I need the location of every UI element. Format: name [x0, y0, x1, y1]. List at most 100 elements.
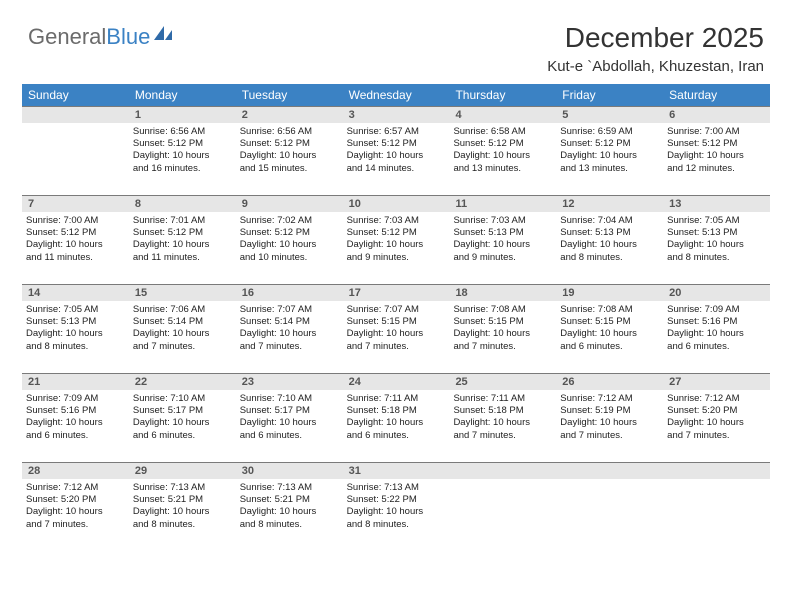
- daylight-text-1: Daylight: 10 hours: [26, 239, 125, 251]
- daylight-text-2: and 8 minutes.: [26, 341, 125, 353]
- daylight-text-2: and 8 minutes.: [240, 519, 339, 531]
- sunset-text: Sunset: 5:17 PM: [133, 405, 232, 417]
- sunset-text: Sunset: 5:16 PM: [667, 316, 766, 328]
- day-cell: Sunrise: 7:12 AMSunset: 5:20 PMDaylight:…: [663, 390, 770, 462]
- day-cell: Sunrise: 7:07 AMSunset: 5:14 PMDaylight:…: [236, 301, 343, 373]
- daylight-text-2: and 12 minutes.: [667, 163, 766, 175]
- sunset-text: Sunset: 5:13 PM: [667, 227, 766, 239]
- day-number: 2: [236, 107, 343, 123]
- day-number: [663, 463, 770, 479]
- weekday-sunday: Sunday: [22, 84, 129, 106]
- day-number: 22: [129, 374, 236, 390]
- daylight-text-2: and 7 minutes.: [667, 430, 766, 442]
- daylight-text-2: and 6 minutes.: [667, 341, 766, 353]
- sunrise-text: Sunrise: 7:07 AM: [240, 304, 339, 316]
- sunrise-text: Sunrise: 7:07 AM: [347, 304, 446, 316]
- sunrise-text: Sunrise: 7:03 AM: [453, 215, 552, 227]
- sunset-text: Sunset: 5:20 PM: [667, 405, 766, 417]
- day-cell: Sunrise: 6:56 AMSunset: 5:12 PMDaylight:…: [236, 123, 343, 195]
- day-number: [449, 463, 556, 479]
- sunrise-text: Sunrise: 7:11 AM: [347, 393, 446, 405]
- sunrise-text: Sunrise: 7:06 AM: [133, 304, 232, 316]
- daylight-text-2: and 7 minutes.: [26, 519, 125, 531]
- daylight-text-2: and 7 minutes.: [453, 341, 552, 353]
- daylight-text-1: Daylight: 10 hours: [560, 328, 659, 340]
- day-cell: Sunrise: 7:03 AMSunset: 5:12 PMDaylight:…: [343, 212, 450, 284]
- sunset-text: Sunset: 5:17 PM: [240, 405, 339, 417]
- day-cell: Sunrise: 6:56 AMSunset: 5:12 PMDaylight:…: [129, 123, 236, 195]
- day-number: 25: [449, 374, 556, 390]
- day-number-row: 123456: [22, 106, 770, 123]
- day-cell: Sunrise: 7:13 AMSunset: 5:21 PMDaylight:…: [129, 479, 236, 551]
- daylight-text-1: Daylight: 10 hours: [240, 506, 339, 518]
- daylight-text-2: and 6 minutes.: [560, 341, 659, 353]
- sunrise-text: Sunrise: 7:12 AM: [560, 393, 659, 405]
- sunset-text: Sunset: 5:18 PM: [347, 405, 446, 417]
- daylight-text-1: Daylight: 10 hours: [133, 417, 232, 429]
- daylight-text-2: and 7 minutes.: [347, 341, 446, 353]
- daylight-text-1: Daylight: 10 hours: [667, 328, 766, 340]
- daylight-text-2: and 13 minutes.: [453, 163, 552, 175]
- sunset-text: Sunset: 5:12 PM: [667, 138, 766, 150]
- sunset-text: Sunset: 5:12 PM: [347, 138, 446, 150]
- day-cell: Sunrise: 7:05 AMSunset: 5:13 PMDaylight:…: [22, 301, 129, 373]
- day-number: 8: [129, 196, 236, 212]
- daylight-text-2: and 6 minutes.: [240, 430, 339, 442]
- sunrise-text: Sunrise: 7:05 AM: [667, 215, 766, 227]
- daylight-text-1: Daylight: 10 hours: [453, 417, 552, 429]
- day-cell: Sunrise: 7:12 AMSunset: 5:20 PMDaylight:…: [22, 479, 129, 551]
- daylight-text-1: Daylight: 10 hours: [560, 417, 659, 429]
- day-number: 5: [556, 107, 663, 123]
- day-cell: Sunrise: 7:08 AMSunset: 5:15 PMDaylight:…: [449, 301, 556, 373]
- day-cell: Sunrise: 7:12 AMSunset: 5:19 PMDaylight:…: [556, 390, 663, 462]
- week-row: Sunrise: 6:56 AMSunset: 5:12 PMDaylight:…: [22, 123, 770, 195]
- day-number: 30: [236, 463, 343, 479]
- day-cell: Sunrise: 7:05 AMSunset: 5:13 PMDaylight:…: [663, 212, 770, 284]
- daylight-text-1: Daylight: 10 hours: [347, 239, 446, 251]
- sunrise-text: Sunrise: 7:09 AM: [26, 393, 125, 405]
- daylight-text-1: Daylight: 10 hours: [453, 239, 552, 251]
- sunrise-text: Sunrise: 7:13 AM: [133, 482, 232, 494]
- daylight-text-2: and 7 minutes.: [240, 341, 339, 353]
- sunrise-text: Sunrise: 6:56 AM: [240, 126, 339, 138]
- sunrise-text: Sunrise: 6:58 AM: [453, 126, 552, 138]
- daylight-text-2: and 7 minutes.: [133, 341, 232, 353]
- day-number: 26: [556, 374, 663, 390]
- day-cell: Sunrise: 6:58 AMSunset: 5:12 PMDaylight:…: [449, 123, 556, 195]
- sunset-text: Sunset: 5:12 PM: [133, 227, 232, 239]
- day-number: 11: [449, 196, 556, 212]
- daylight-text-2: and 11 minutes.: [133, 252, 232, 264]
- week-row: Sunrise: 7:09 AMSunset: 5:16 PMDaylight:…: [22, 390, 770, 462]
- day-number: 20: [663, 285, 770, 301]
- day-number: 4: [449, 107, 556, 123]
- sunset-text: Sunset: 5:19 PM: [560, 405, 659, 417]
- day-cell: Sunrise: 7:04 AMSunset: 5:13 PMDaylight:…: [556, 212, 663, 284]
- day-number: 13: [663, 196, 770, 212]
- day-cell: Sunrise: 7:10 AMSunset: 5:17 PMDaylight:…: [129, 390, 236, 462]
- daylight-text-2: and 14 minutes.: [347, 163, 446, 175]
- daylight-text-2: and 16 minutes.: [133, 163, 232, 175]
- day-cell: Sunrise: 7:07 AMSunset: 5:15 PMDaylight:…: [343, 301, 450, 373]
- day-cell: Sunrise: 7:13 AMSunset: 5:21 PMDaylight:…: [236, 479, 343, 551]
- day-number: 3: [343, 107, 450, 123]
- sunrise-text: Sunrise: 7:09 AM: [667, 304, 766, 316]
- daylight-text-1: Daylight: 10 hours: [240, 150, 339, 162]
- sunset-text: Sunset: 5:12 PM: [347, 227, 446, 239]
- daylight-text-1: Daylight: 10 hours: [347, 150, 446, 162]
- daylight-text-1: Daylight: 10 hours: [453, 328, 552, 340]
- day-cell: Sunrise: 7:03 AMSunset: 5:13 PMDaylight:…: [449, 212, 556, 284]
- sunrise-text: Sunrise: 7:02 AM: [240, 215, 339, 227]
- daylight-text-1: Daylight: 10 hours: [667, 239, 766, 251]
- day-number: 21: [22, 374, 129, 390]
- daylight-text-1: Daylight: 10 hours: [667, 150, 766, 162]
- daylight-text-2: and 6 minutes.: [133, 430, 232, 442]
- day-cell: Sunrise: 7:06 AMSunset: 5:14 PMDaylight:…: [129, 301, 236, 373]
- sunrise-text: Sunrise: 7:04 AM: [560, 215, 659, 227]
- daylight-text-1: Daylight: 10 hours: [133, 328, 232, 340]
- day-cell: Sunrise: 7:01 AMSunset: 5:12 PMDaylight:…: [129, 212, 236, 284]
- weekday-thursday: Thursday: [449, 84, 556, 106]
- day-cell: [449, 479, 556, 551]
- week-row: Sunrise: 7:05 AMSunset: 5:13 PMDaylight:…: [22, 301, 770, 373]
- sunset-text: Sunset: 5:12 PM: [26, 227, 125, 239]
- day-number: 10: [343, 196, 450, 212]
